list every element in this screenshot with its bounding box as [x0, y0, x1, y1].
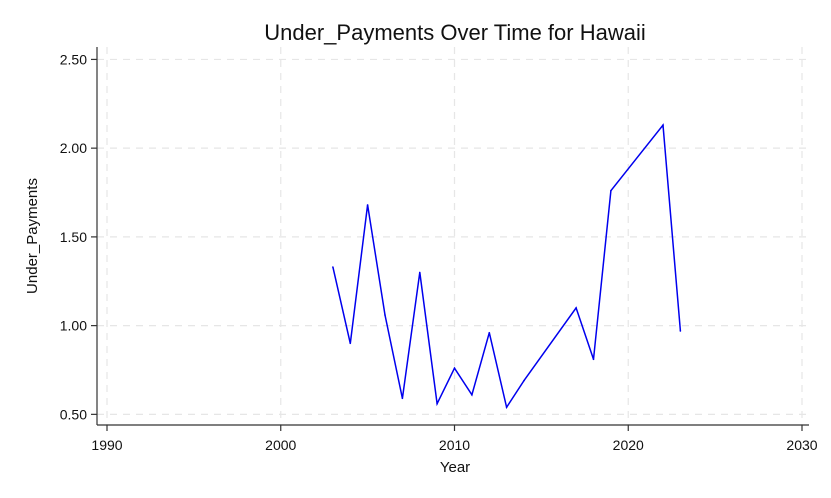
x-tick-label: 2030 [786, 437, 817, 453]
data-point [453, 367, 456, 370]
data-point [575, 307, 577, 309]
x-axis-label: Year [440, 459, 470, 476]
data-point [610, 189, 612, 192]
x-tick-label: 2000 [265, 437, 296, 453]
grid-lines [97, 47, 809, 425]
data-point [471, 394, 473, 396]
y-tick-label: 2.00 [60, 140, 87, 156]
data-point [505, 406, 508, 409]
x-tick-label: 2020 [613, 437, 644, 453]
x-tick-label: 2010 [439, 437, 470, 453]
data-point [366, 204, 369, 206]
data-point [436, 402, 438, 405]
data-point [592, 358, 595, 361]
series-group [332, 123, 682, 410]
axes [91, 47, 809, 431]
data-point [523, 379, 525, 382]
data-point [679, 330, 682, 332]
y-tick-label: 1.50 [60, 229, 87, 245]
data-point [332, 266, 334, 268]
data-point [418, 271, 421, 274]
y-tick-label: 0.50 [60, 406, 87, 422]
data-point [349, 342, 352, 345]
x-tick-label: 1990 [91, 437, 122, 453]
data-point [662, 124, 664, 126]
data-point [384, 314, 386, 316]
chart-title: Under_Payments Over Time for Hawaii [264, 20, 645, 45]
data-point [488, 331, 491, 334]
y-tick-label: 2.50 [60, 51, 87, 67]
tick-labels: 1990 2000 2010 2020 2030 0.50 1.00 1.50 2.00 2.50 [60, 51, 818, 453]
y-tick-label: 1.00 [60, 318, 87, 334]
y-axis-label: Under_Payments [24, 178, 41, 294]
data-point [401, 397, 404, 400]
